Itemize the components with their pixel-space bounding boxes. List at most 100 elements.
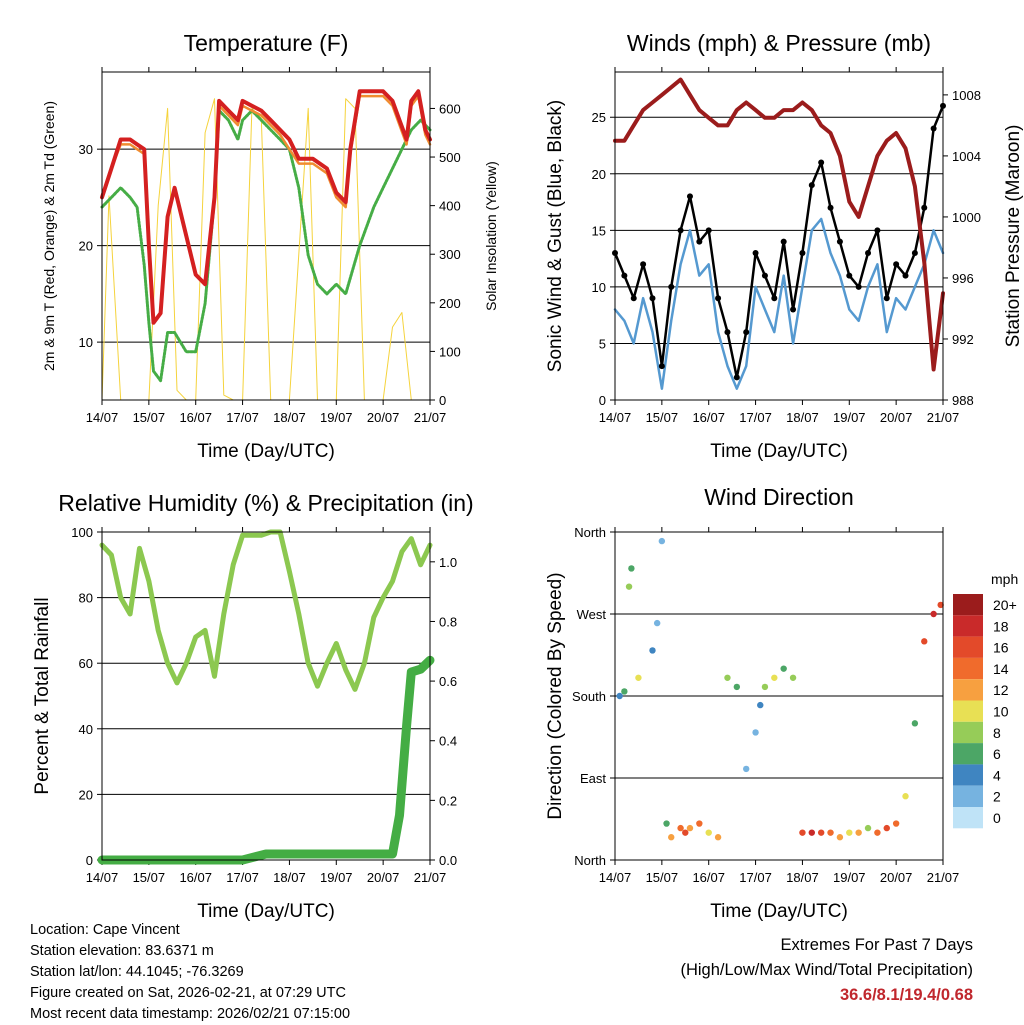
direction-point: [653, 619, 661, 627]
winds-gust-point: [883, 295, 890, 302]
temperature-xtick-label: 19/07: [320, 410, 353, 425]
direction-point: [836, 834, 844, 841]
direction-point: [892, 820, 900, 827]
winds-ytick-label: 25: [592, 110, 606, 125]
humidity-xtick-label: 19/07: [320, 870, 353, 885]
direction-point: [616, 692, 623, 700]
direction-legend-swatch: [953, 636, 983, 658]
winds-gust-point: [668, 283, 675, 290]
winds-gust-point: [911, 249, 918, 256]
winds-series-sonic-wind: [613, 217, 945, 390]
station-info: Location: Cape Vincent Station elevation…: [30, 920, 350, 1025]
direction-plot-frame: [614, 531, 944, 861]
winds-ytick-right-label: 1004: [952, 149, 981, 164]
humidity-ytick-right-label: 0.0: [439, 853, 457, 868]
humidity-xtick-label: 18/07: [273, 870, 306, 885]
winds-gust-point: [827, 204, 834, 211]
direction-legend-swatch: [953, 657, 983, 680]
temperature-ytick-right-label: 300: [439, 247, 461, 262]
direction-point: [780, 665, 787, 672]
direction-point: [864, 824, 872, 832]
direction-xtick-label: 14/07: [599, 870, 632, 885]
winds-ylabel: Sonic Wind & Gust (Blue, Black): [545, 100, 566, 372]
latlon-text: Station lat/lon: 44.1045; -76.3269: [30, 964, 244, 980]
direction-point: [724, 674, 731, 681]
direction-point: [658, 537, 666, 545]
direction-point: [649, 647, 656, 654]
extremes-values: 36.6/8.1/19.4/0.68: [839, 986, 973, 1004]
humidity-xtick-label: 20/07: [367, 870, 400, 885]
direction-legend-label: 20+: [993, 597, 1017, 613]
humidity-ytick-right-label: 0.2: [439, 793, 457, 808]
direction-point: [817, 829, 825, 836]
direction-point: [808, 829, 815, 836]
winds-ylabel-right: Station Pressure (Maroon): [1003, 125, 1024, 348]
direction-point: [855, 829, 862, 836]
temperature-xlabel: Time (Day/UTC): [197, 441, 335, 462]
winds-ytick-label: 20: [592, 167, 606, 182]
direction-legend-label: 18: [993, 618, 1009, 634]
humidity-ytick-label: 100: [71, 525, 93, 540]
direction-xtick-label: 19/07: [833, 870, 866, 885]
winds-xtick-label: 14/07: [599, 410, 632, 425]
winds-xtick-label: 16/07: [692, 410, 725, 425]
location-text: Location: Cape Vincent: [30, 922, 180, 938]
winds-gust-point: [893, 261, 900, 268]
winds-xtick-label: 19/07: [833, 410, 866, 425]
winds-gust-point: [865, 249, 872, 256]
winds-title: Winds (mph) & Pressure (mb): [627, 30, 931, 56]
temperature-chart: Temperature (F)1020300100200300400500600…: [41, 30, 499, 462]
direction-legend-swatch: [953, 679, 983, 701]
winds-ytick-right-label: 992: [952, 332, 974, 347]
direction-ytick-label: North: [574, 525, 606, 540]
temperature-xtick-label: 15/07: [133, 410, 166, 425]
direction-point: [930, 610, 937, 618]
temperature-xtick-label: 16/07: [179, 410, 212, 425]
humidity-xtick-label: 15/07: [133, 870, 166, 885]
winds-series-gust: [613, 104, 945, 379]
extremes-title: Extremes For Past 7 Days: [780, 936, 973, 954]
direction-xtick-label: 20/07: [880, 870, 913, 885]
winds-gust-point: [677, 227, 684, 234]
temperature-title: Temperature (F): [184, 30, 349, 56]
direction-ytick-label: West: [577, 607, 607, 622]
direction-legend-swatch: [953, 764, 983, 786]
humidity-series-total-rainfall: [97, 655, 435, 865]
direction-point: [621, 688, 628, 695]
direction-point: [883, 824, 890, 832]
direction-point: [625, 583, 633, 590]
winds-gust-point: [790, 306, 797, 313]
direction-legend-swatch: [953, 615, 983, 637]
direction-xtick-label: 17/07: [739, 870, 772, 885]
direction-title: Wind Direction: [704, 484, 854, 510]
direction-point: [902, 793, 909, 800]
humidity-ylabel: Percent & Total Rainfall: [32, 597, 53, 794]
direction-point: [752, 729, 759, 736]
winds-ytick-label: 15: [592, 223, 606, 238]
direction-point: [874, 829, 881, 836]
temperature-series-2m-dewpoint: [100, 109, 432, 383]
temperature-ytick-label: 20: [79, 239, 93, 254]
humidity-xtick-label: 14/07: [86, 870, 119, 885]
winds-xlabel: Time (Day/UTC): [710, 441, 848, 462]
direction-xtick-label: 16/07: [692, 870, 725, 885]
direction-point: [668, 834, 675, 841]
temperature-ytick-label: 30: [79, 142, 93, 157]
humidity-ytick-label: 80: [79, 591, 93, 606]
direction-point: [757, 701, 764, 709]
direction-point: [846, 829, 853, 836]
temperature-ylabel-right: Solar Insolation (Yellow): [483, 161, 499, 311]
direction-legend-label: 16: [993, 640, 1009, 656]
winds-gust-point: [705, 227, 712, 234]
winds-gust-point: [715, 295, 722, 302]
direction-point: [771, 674, 778, 681]
humidity-series-relative-humidity: [99, 529, 433, 692]
humidity-title: Relative Humidity (%) & Precipitation (i…: [58, 490, 473, 516]
humidity-ytick-label: 40: [79, 722, 93, 737]
humidity-plot-frame: [101, 531, 431, 861]
direction-legend-swatch: [953, 721, 983, 744]
humidity-ytick-right-label: 0.8: [439, 614, 457, 629]
winds-chart: Winds (mph) & Pressure (mb) 0 5 10 15 20 25 988…: [545, 30, 1024, 462]
direction-point: [686, 824, 694, 832]
winds-gust-point: [921, 204, 928, 211]
